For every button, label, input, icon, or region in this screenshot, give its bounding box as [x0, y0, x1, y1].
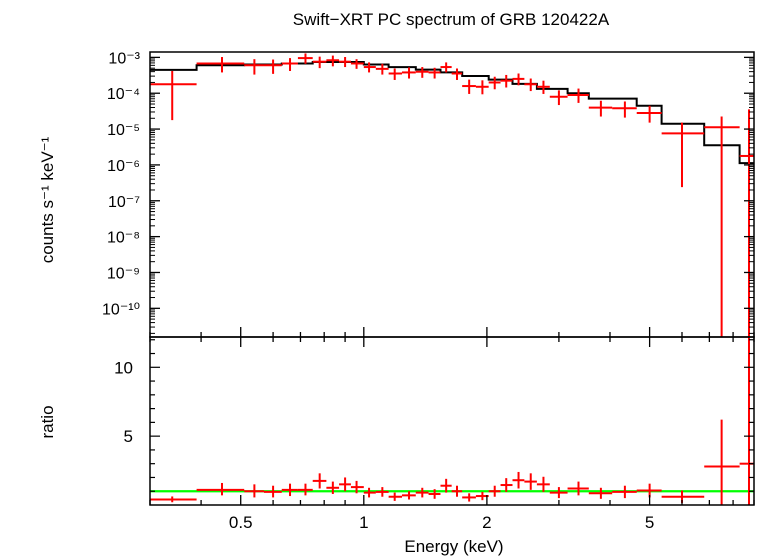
ratio-point-13	[402, 491, 416, 500]
spectrum-point-9	[350, 59, 364, 69]
spectrum-point-17	[451, 68, 463, 80]
ratio-point-22	[512, 471, 525, 489]
spectrum-point-1	[196, 57, 245, 73]
spectrum-point-20	[488, 76, 501, 90]
spectrum-point-27	[588, 100, 613, 117]
ratio-point-28	[612, 485, 637, 499]
ratio-point-10	[363, 487, 376, 498]
ratio-point-31	[704, 419, 740, 505]
spectrum-point-19	[475, 80, 489, 95]
spectrum-point-29	[636, 105, 662, 123]
ratio-point-17	[451, 485, 463, 497]
spectrum-point-4	[281, 58, 298, 71]
spectrum-point-15	[428, 67, 441, 79]
spec-ytick-label-7: 10⁻¹⁰	[102, 301, 140, 318]
ratio-point-16	[440, 478, 452, 493]
spec-ytick-label-2: 10⁻⁵	[107, 122, 140, 139]
ratio-point-0	[150, 496, 197, 503]
ratio-point-21	[500, 478, 513, 492]
ratio-point-24	[536, 476, 550, 492]
spectrum-point-28	[612, 101, 637, 118]
ratio-point-12	[388, 492, 403, 501]
spec-ytick-label-4: 10⁻⁷	[108, 194, 140, 211]
ratio-point-3	[263, 485, 282, 498]
axes-layer: 0.5 1 2 5 10⁻³ 10⁻⁴ 10⁻⁵ 10⁻⁶ 10⁻⁷ 10⁻⁸ 10⁻⁹ 10⁻¹⁰ 5…	[102, 50, 755, 532]
ratio-point-2	[244, 484, 264, 498]
spectrum-point-14	[415, 67, 429, 78]
ratio-point-18	[462, 493, 476, 502]
ratio-point-9	[350, 480, 364, 494]
x-tick-label-0: 0.5	[229, 513, 253, 532]
spec-ytick-label-3: 10⁻⁶	[107, 158, 140, 175]
ratio-point-1	[196, 482, 245, 496]
ratio-point-26	[567, 481, 589, 496]
x-axis-label: Energy (keV)	[404, 537, 503, 556]
frames-layer	[149, 51, 755, 506]
spectrum-point-22	[512, 73, 525, 86]
spec-ytick-label-1: 10⁻⁴	[107, 86, 140, 103]
spectrum-point-26	[567, 88, 589, 103]
data-layer	[150, 53, 754, 505]
spectrum-point-3	[263, 59, 282, 74]
ratio-point-5	[297, 483, 313, 496]
ratio-point-23	[524, 473, 537, 490]
ratio-y-axis-label: ratio	[38, 405, 57, 438]
spectrum-point-25	[549, 90, 568, 106]
model-layer	[150, 61, 754, 165]
spectrum-point-18	[462, 79, 476, 94]
spectrum-point-10	[363, 62, 376, 73]
ratio-point-14	[415, 487, 429, 498]
ratio-point-6	[312, 473, 327, 489]
spectrum-point-30	[661, 122, 705, 188]
ratio-frame	[149, 336, 755, 506]
spec-ytick-label-6: 10⁻⁹	[107, 265, 140, 282]
ratio-point-7	[326, 481, 340, 494]
spectrum-point-5	[297, 53, 313, 64]
x-tick-label-2: 2	[482, 513, 491, 532]
x-tick-label-1: 1	[359, 513, 368, 532]
model-step-curve	[150, 61, 754, 165]
ratio-point-15	[428, 489, 441, 499]
ratio-ytick-label-0: 5	[124, 427, 133, 446]
ratio-ytick-label-1: 10	[114, 358, 133, 377]
spectrum-frame	[149, 51, 755, 338]
spectrum-point-8	[339, 57, 351, 68]
chart-title: Swift−XRT PC spectrum of GRB 120422A	[293, 10, 610, 29]
spectrum-point-21	[500, 74, 513, 88]
spectrum-point-13	[402, 67, 416, 79]
spectrum-point-32	[739, 109, 754, 337]
ratio-point-32	[739, 337, 754, 505]
spectrum-point-6	[312, 56, 327, 69]
spectrum-point-7	[326, 55, 340, 67]
spectrum-y-axis-label: counts s⁻¹ keV⁻¹	[38, 136, 57, 263]
ratio-point-20	[488, 485, 501, 497]
ratio-point-25	[549, 487, 568, 499]
spectrum-point-12	[388, 68, 403, 80]
spectrum-point-16	[440, 62, 452, 73]
spectrum-point-31	[704, 116, 740, 337]
spectrum-point-2	[244, 59, 264, 75]
ratio-point-4	[281, 483, 298, 497]
spectrum-point-0	[150, 71, 197, 121]
x-tick-label-3: 5	[645, 513, 654, 532]
ratio-point-30	[661, 490, 705, 503]
ratio-point-27	[588, 487, 613, 499]
spec-ytick-label-5: 10⁻⁸	[107, 230, 140, 247]
spec-ytick-label-0: 10⁻³	[108, 50, 140, 67]
spectrum-point-23	[524, 78, 537, 92]
spectrum-point-24	[536, 80, 550, 94]
ratio-point-11	[375, 487, 389, 497]
ratio-point-8	[339, 477, 351, 492]
spectrum-point-11	[375, 63, 389, 75]
